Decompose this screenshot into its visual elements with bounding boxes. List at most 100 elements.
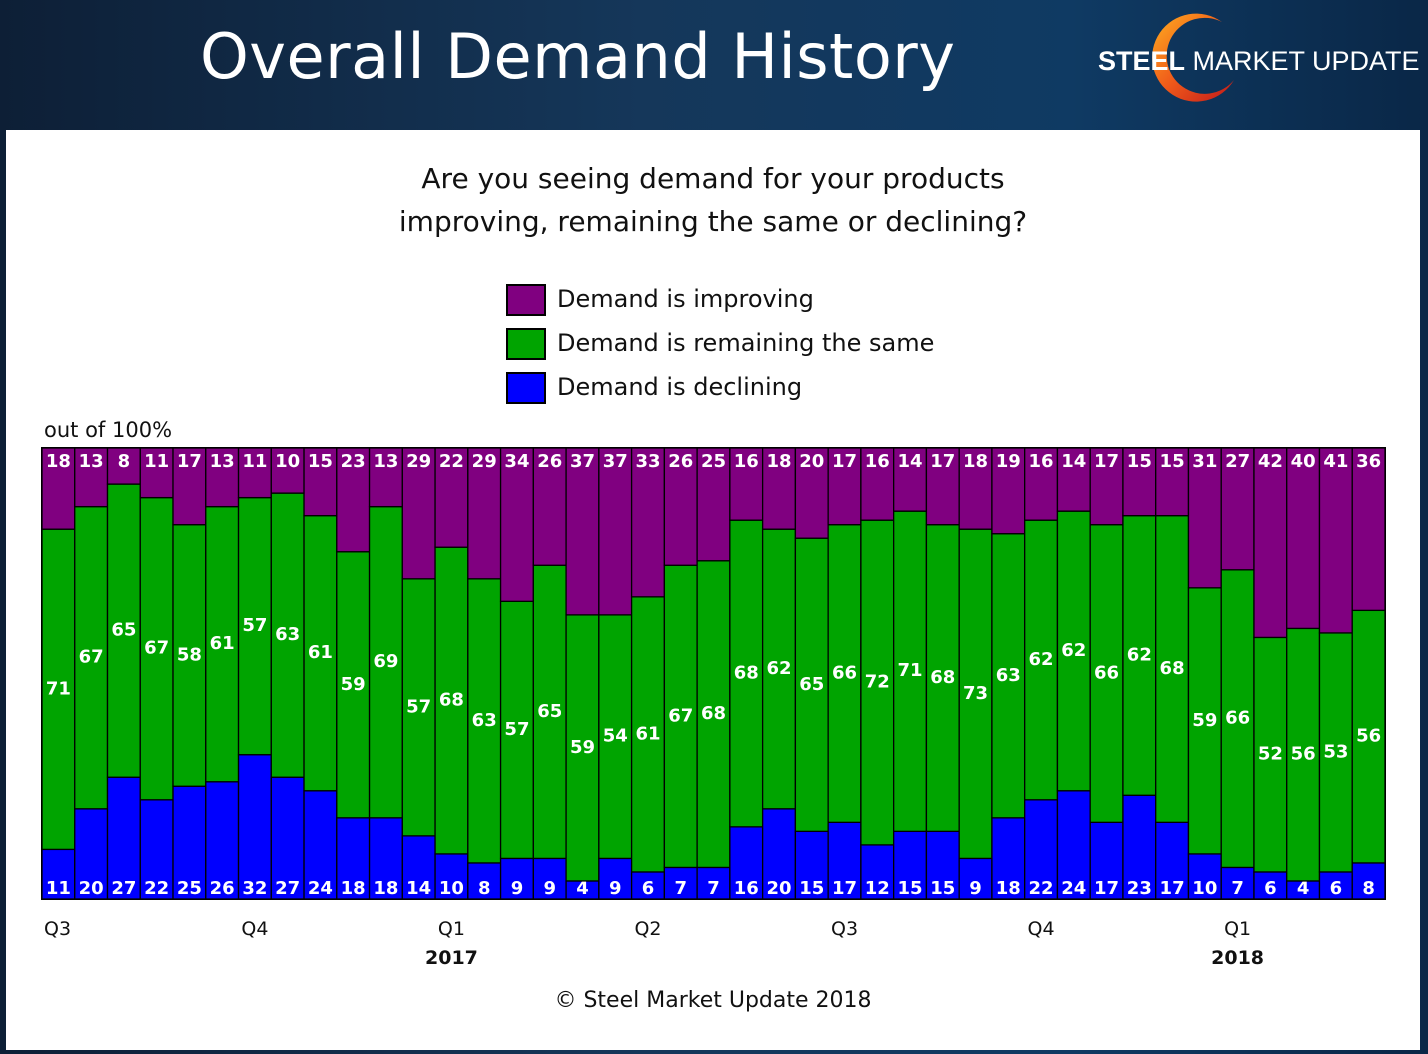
data-label-improving-5: 13 <box>210 451 235 472</box>
data-label-declining-7: 27 <box>275 878 300 899</box>
data-label-improving-2: 8 <box>118 451 131 472</box>
data-label-same-27: 68 <box>930 667 955 688</box>
data-label-declining-29: 18 <box>996 878 1021 899</box>
stacked-bar-chart: 1171182067132765822671125581726611332571… <box>41 447 1386 969</box>
bar-improving-37 <box>1253 447 1288 639</box>
bar-improving-1 <box>74 447 109 508</box>
data-label-improving-16: 37 <box>570 451 595 472</box>
bar-improving-6 <box>237 447 272 499</box>
chart-panel: Are you seeing demand for your products … <box>6 130 1420 1050</box>
header: Overall Demand History STEEL MARKET UPDA… <box>0 0 1428 130</box>
data-label-same-19: 67 <box>668 705 693 726</box>
data-label-same-24: 66 <box>832 663 857 684</box>
bar-improving-19 <box>663 447 698 566</box>
legend-label-improving: Demand is improving <box>557 285 814 313</box>
bar-declining-30 <box>1024 799 1059 900</box>
data-label-improving-3: 11 <box>144 451 169 472</box>
data-label-declining-6: 32 <box>242 878 267 899</box>
bar-improving-28 <box>958 447 993 530</box>
data-label-declining-32: 17 <box>1094 878 1119 899</box>
data-label-improving-17: 37 <box>603 451 628 472</box>
data-label-improving-12: 22 <box>439 451 464 472</box>
data-label-improving-36: 27 <box>1225 451 1250 472</box>
bar-improving-23 <box>794 447 829 539</box>
x-tick-label-6: Q1 <box>1224 918 1251 940</box>
legend-swatch-improving <box>506 284 546 316</box>
bar-same-25 <box>860 519 895 846</box>
data-label-same-22: 62 <box>766 658 791 679</box>
bar-same-35 <box>1187 587 1222 855</box>
data-label-same-26: 71 <box>898 660 923 681</box>
bar-same-18 <box>630 596 666 873</box>
legend-swatch-same <box>506 328 546 360</box>
steel-market-update-logo: STEEL MARKET UPDATE <box>1090 10 1425 110</box>
data-label-declining-14: 9 <box>511 878 524 899</box>
chart-title-line-1: Are you seeing demand for your products <box>421 162 1005 195</box>
bar-declining-14 <box>499 857 534 900</box>
data-label-same-6: 57 <box>242 615 267 636</box>
data-label-improving-24: 17 <box>832 451 857 472</box>
data-label-same-5: 61 <box>210 633 235 654</box>
bar-declining-26 <box>893 830 928 900</box>
data-label-improving-15: 26 <box>537 451 562 472</box>
data-label-declining-0: 11 <box>46 878 71 899</box>
data-label-same-1: 67 <box>79 647 104 668</box>
bar-declining-2 <box>106 776 141 900</box>
data-label-declining-40: 8 <box>1362 878 1375 899</box>
bar-improving-32 <box>1089 447 1124 526</box>
data-label-declining-25: 12 <box>865 878 890 899</box>
data-label-same-39: 53 <box>1323 741 1348 762</box>
bar-improving-36 <box>1220 447 1255 571</box>
bar-improving-4 <box>172 447 207 526</box>
data-label-same-18: 61 <box>635 723 660 744</box>
bar-same-20 <box>696 560 731 869</box>
data-label-same-9: 59 <box>341 674 366 695</box>
data-label-same-0: 71 <box>46 678 71 699</box>
bar-improving-8 <box>303 447 338 517</box>
data-label-improving-8: 15 <box>308 451 333 472</box>
data-label-declining-10: 18 <box>373 878 398 899</box>
data-label-improving-39: 41 <box>1323 451 1348 472</box>
bar-improving-34 <box>1155 447 1190 517</box>
data-label-improving-32: 17 <box>1094 451 1119 472</box>
bar-improving-7 <box>270 447 305 494</box>
data-label-same-28: 73 <box>963 683 988 704</box>
data-label-declining-24: 17 <box>832 878 857 899</box>
data-label-improving-37: 42 <box>1258 451 1283 472</box>
bar-improving-24 <box>827 447 862 526</box>
bar-declining-4 <box>172 785 207 900</box>
bar-improving-31 <box>1056 447 1091 512</box>
data-label-declining-28: 9 <box>969 878 982 899</box>
data-label-same-14: 57 <box>504 719 529 740</box>
bar-same-2 <box>106 483 141 778</box>
data-label-declining-34: 17 <box>1160 878 1185 899</box>
bar-same-31 <box>1056 510 1091 792</box>
bar-improving-3 <box>139 447 174 499</box>
data-label-improving-23: 20 <box>799 451 824 472</box>
data-label-declining-27: 15 <box>930 878 955 899</box>
data-label-same-10: 69 <box>373 651 398 672</box>
data-label-same-2: 65 <box>111 620 136 641</box>
data-label-same-13: 63 <box>472 710 497 731</box>
data-label-improving-26: 14 <box>898 451 923 472</box>
data-label-declining-39: 6 <box>1330 878 1343 899</box>
data-label-same-32: 66 <box>1094 663 1119 684</box>
data-label-same-17: 54 <box>603 726 628 747</box>
bar-improving-30 <box>1024 447 1059 521</box>
data-label-same-37: 52 <box>1258 744 1283 765</box>
data-label-declining-33: 23 <box>1127 878 1152 899</box>
legend-label-same: Demand is remaining the same <box>557 329 935 357</box>
data-label-declining-16: 4 <box>576 878 589 899</box>
data-label-improving-31: 14 <box>1061 451 1086 472</box>
copyright: © Steel Market Update 2018 <box>554 988 872 1013</box>
data-label-same-38: 56 <box>1291 744 1316 765</box>
bar-same-33 <box>1122 514 1157 796</box>
y-axis-unit-label: out of 100% <box>44 418 173 442</box>
data-label-declining-23: 15 <box>799 878 824 899</box>
bar-improving-25 <box>860 447 895 521</box>
bar-improving-16 <box>565 447 600 616</box>
data-label-declining-1: 20 <box>79 878 104 899</box>
x-tick-label-5: Q4 <box>1028 918 1055 940</box>
bar-declining-22 <box>761 808 797 900</box>
data-label-improving-20: 25 <box>701 451 726 472</box>
